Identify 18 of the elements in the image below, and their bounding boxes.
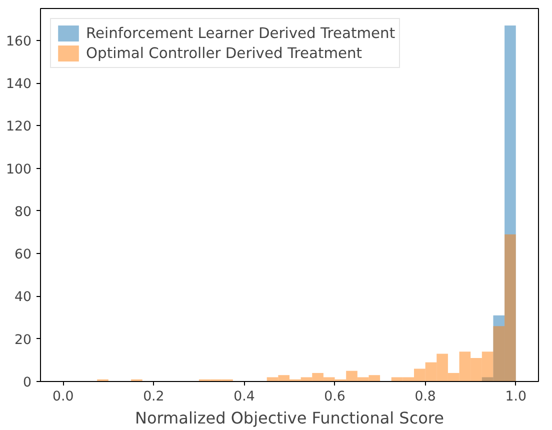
legend-label: Reinforcement Learner Derived Treatment: [86, 24, 396, 42]
y-tick-label: 80: [14, 204, 32, 220]
x-tick-label: 0.4: [234, 390, 255, 404]
x-tick-label: 0.2: [143, 390, 164, 404]
x-tick-label: 1.0: [505, 390, 526, 404]
y-tick-label: 60: [14, 248, 32, 263]
x-tick-label: 0.6: [324, 390, 346, 404]
y-tick-label: 160: [6, 34, 32, 50]
x-tick-label: 0.0: [52, 390, 74, 404]
legend-label: Optimal Controller Derived Treatment: [86, 44, 362, 62]
y-tick-label: 120: [6, 120, 32, 135]
y-tick-label: 140: [6, 77, 32, 92]
x-axis-title: Normalized Objective Functional Score: [135, 408, 444, 428]
y-tick-label: 100: [6, 162, 32, 178]
y-tick-label: 40: [14, 290, 32, 306]
y-tick-label: 20: [14, 332, 32, 348]
x-tick-label: 0.8: [414, 390, 436, 404]
y-tick-label: 0: [23, 376, 32, 390]
